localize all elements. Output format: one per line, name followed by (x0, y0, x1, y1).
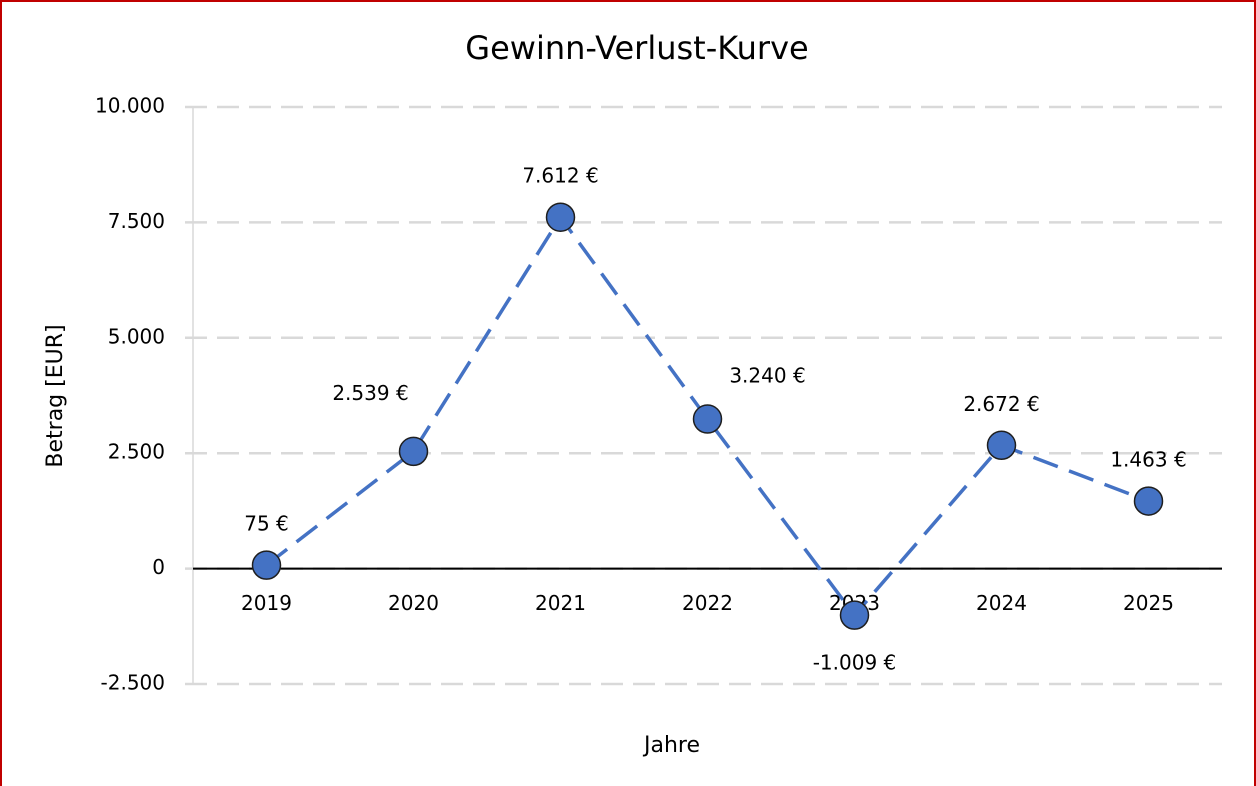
chart-title: Gewinn-Verlust-Kurve (465, 29, 808, 67)
y-tick-label: 0 (152, 555, 165, 579)
data-label: -1.009 € (813, 651, 897, 675)
data-point (251, 550, 282, 580)
data-point (692, 404, 723, 434)
x-axis-label: Jahre (642, 733, 700, 758)
x-tick-label: 2021 (535, 591, 586, 615)
data-point (839, 600, 870, 630)
y-tick-label: -2.500 (101, 671, 165, 695)
data-label: 7.612 € (522, 164, 598, 188)
data-label: 3.240 € (729, 364, 805, 388)
x-tick-label: 2025 (1123, 591, 1174, 615)
y-axis-label: Betrag [EUR] (43, 324, 68, 467)
y-tick-label: 7.500 (108, 209, 165, 233)
y-tick-label: 2.500 (108, 440, 165, 464)
y-tick-label: 5.000 (108, 324, 165, 348)
data-point (545, 202, 576, 232)
y-tick-label: 10.000 (95, 94, 165, 118)
data-point (1133, 486, 1164, 516)
data-point (986, 430, 1017, 461)
data-label: 75 € (244, 512, 289, 536)
x-tick-label: 2020 (388, 591, 439, 615)
x-tick-label: 2022 (682, 591, 733, 615)
x-tick-label: 2019 (241, 591, 292, 615)
x-tick-label: 2024 (976, 591, 1027, 615)
data-label: 1.463 € (1110, 448, 1186, 472)
data-label: 2.539 € (332, 381, 408, 405)
data-label: 2.672 € (963, 392, 1039, 416)
data-point (398, 436, 429, 467)
